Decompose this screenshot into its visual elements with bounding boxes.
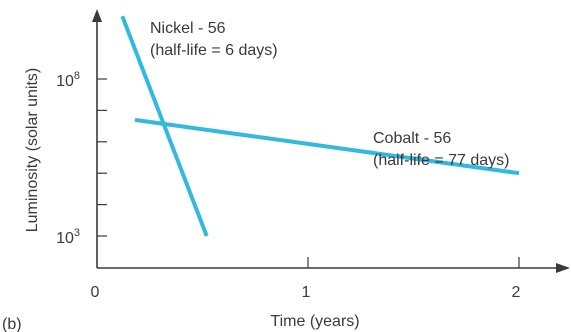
x-tick-label-2: 2 [512, 284, 521, 301]
y-ticks [97, 79, 107, 236]
x-ticks [308, 257, 519, 268]
series-name-cobalt: Cobalt - 56 [373, 130, 451, 147]
panel-label: (b) [2, 316, 22, 332]
series-note-nickel: (half-life = 6 days) [150, 42, 278, 59]
y-tick-label-1e8: 108 [56, 70, 80, 90]
x-tick-label-1: 1 [302, 284, 311, 301]
series-label-cobalt: Cobalt - 56 (half-life = 77 days) [373, 130, 510, 169]
x-tick-labels: 0 1 2 [91, 284, 521, 301]
series-label-nickel: Nickel - 56 (half-life = 6 days) [150, 20, 278, 59]
series-name-nickel: Nickel - 56 [150, 20, 226, 37]
y-axis-arrow [92, 9, 102, 22]
x-axis-arrow [556, 263, 570, 273]
y-tick-labels: 103 108 [56, 70, 80, 247]
series-note-cobalt: (half-life = 77 days) [373, 152, 510, 169]
y-tick-label-1e3: 103 [56, 227, 80, 247]
y-tick-exponent: 8 [74, 70, 80, 82]
y-tick-exponent: 3 [74, 227, 80, 239]
y-axis-title: Luminosity (solar units) [24, 68, 41, 233]
x-axis-title: Time (years) [270, 313, 359, 330]
x-tick-label-0: 0 [91, 284, 100, 301]
